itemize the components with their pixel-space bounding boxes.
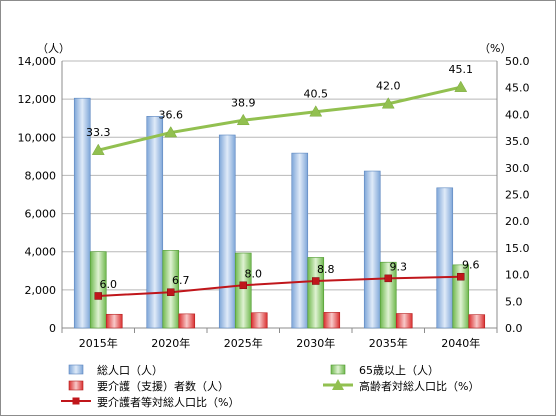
y-left-tick-label: 6,000: [25, 208, 57, 221]
gridlines: [62, 60, 497, 329]
bar-care-recipients: [105, 313, 123, 329]
legend-label: 総人口（人）: [97, 363, 163, 377]
y-right-tick-label: 0.0: [505, 322, 523, 335]
data-label-care-ratio: 8.0: [245, 267, 263, 280]
bar-total-population: [291, 152, 309, 329]
legend-label: 要介護者等対総人口比（%）: [97, 395, 239, 409]
legend-item: 要介護者等対総人口比（%）: [61, 395, 239, 409]
bar-total-population: [218, 134, 236, 329]
marker-care-ratio: [384, 274, 392, 283]
lines: [91, 80, 468, 300]
y-left-tick-label: 8,000: [25, 169, 57, 182]
bar-total-population: [436, 187, 454, 329]
legend-swatch: [68, 380, 84, 391]
y-right-tick-label: 5.0: [505, 295, 523, 308]
y-right-tick-label: 50.0: [505, 55, 530, 68]
y-right-tick-label: 30.0: [505, 162, 530, 175]
y-left-tick-label: 12,000: [18, 93, 57, 106]
axes: 0 2,000 4,000 6,000 8,000 10,000 12,000 14,000 0…: [18, 42, 530, 350]
y-right-tick-label: 15.0: [505, 242, 530, 255]
legend-swatch: [68, 364, 84, 375]
y-right-tick-label: 10.0: [505, 269, 530, 282]
line-care-ratio: [98, 275, 461, 297]
y-left-unit: （人）: [37, 42, 70, 55]
y-left-tick-label: 2,000: [25, 284, 57, 297]
bar-total-population: [363, 170, 381, 329]
legend-marker: [72, 397, 80, 405]
marker-care-ratio: [94, 292, 102, 300]
x-tick-label: 2020年: [151, 336, 190, 350]
bar-total-population: [146, 116, 164, 329]
data-label-elderly-ratio: 40.5: [304, 88, 329, 101]
data-label-elderly-ratio: 38.9: [231, 96, 256, 109]
legend-item: 高齢者対総人口比（%）: [323, 379, 479, 393]
data-label-elderly-ratio: 45.1: [449, 63, 474, 76]
marker-elderly-ratio: [381, 97, 395, 109]
legend-marker: [332, 379, 344, 390]
data-label-care-ratio: 8.8: [317, 263, 335, 276]
x-tick-label: 2025年: [224, 336, 263, 350]
y-right-tick-label: 35.0: [505, 135, 530, 148]
line-elderly-ratio: [97, 85, 462, 152]
data-labels: 33.3 36.6 38.9 40.5 42.0 45.1 6.0 6.7 8.0 8.8 9.3 9…: [86, 63, 480, 291]
legend: 総人口（人） 65歳以上（人） 要介護（支援）者数（人） 高齢者対総人口比（%） 要介護…: [61, 363, 479, 409]
y-right-tick-label: 20.0: [505, 215, 530, 228]
bar-care-recipients: [250, 312, 268, 329]
bar-care-recipients: [323, 312, 341, 329]
marker-elderly-ratio: [164, 126, 178, 138]
marker-care-ratio: [239, 281, 247, 290]
bar-age65-plus: [307, 257, 325, 329]
data-label-elderly-ratio: 42.0: [376, 80, 401, 93]
legend-item: 要介護（支援）者数（人）: [68, 379, 229, 393]
x-tick-label: 2030年: [296, 336, 335, 350]
bar-care-recipients: [468, 314, 486, 329]
bar-total-population: [73, 97, 91, 329]
y-left-tick-label: 10,000: [18, 131, 57, 144]
x-tick-label: 2040年: [441, 336, 480, 350]
bars: [73, 97, 486, 329]
data-label-care-ratio: 6.7: [172, 274, 190, 287]
y-left-tick-label: 14,000: [18, 55, 57, 68]
marker-care-ratio: [167, 288, 175, 296]
legend-swatch: [330, 364, 346, 375]
data-label-elderly-ratio: 36.6: [159, 109, 184, 122]
y-right-unit: （%）: [479, 42, 511, 55]
bar-care-recipients: [395, 313, 413, 329]
legend-label: 65歳以上（人）: [359, 364, 439, 377]
marker-care-ratio: [312, 277, 320, 285]
bar-age65-plus: [452, 264, 470, 329]
data-label-elderly-ratio: 33.3: [86, 126, 111, 139]
bar-care-recipients: [178, 313, 196, 329]
marker-elderly-ratio: [454, 80, 468, 92]
y-left-tick-label: 4,000: [25, 246, 57, 259]
data-label-care-ratio: 6.0: [100, 278, 118, 291]
marker-care-ratio: [457, 272, 465, 281]
x-tick-label: 2015年: [79, 336, 118, 350]
y-right-tick-label: 45.0: [505, 82, 530, 95]
bar-age65-plus: [89, 251, 107, 329]
y-right-tick-label: 25.0: [505, 189, 530, 202]
marker-elderly-ratio: [309, 105, 323, 117]
marker-elderly-ratio: [91, 143, 105, 155]
legend-item: 総人口（人）: [68, 363, 163, 377]
x-tick-label: 2035年: [369, 336, 408, 350]
y-right-tick-label: 40.0: [505, 108, 530, 121]
bar-age65-plus: [234, 252, 252, 329]
data-label-care-ratio: 9.6: [462, 259, 480, 272]
data-label-care-ratio: 9.3: [390, 260, 408, 273]
y-left-tick-label: 0: [49, 322, 56, 335]
legend-label: 要介護（支援）者数（人）: [97, 379, 229, 393]
legend-item: 65歳以上（人）: [330, 364, 439, 377]
legend-label: 高齢者対総人口比（%）: [359, 379, 479, 393]
marker-elderly-ratio: [236, 113, 250, 126]
